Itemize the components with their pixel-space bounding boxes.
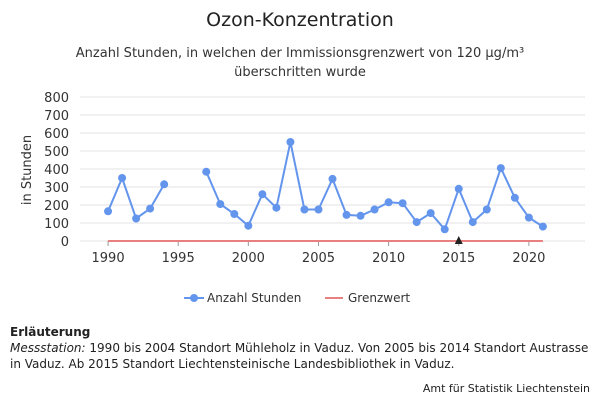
data-point <box>160 180 169 189</box>
chart-subtitle-line-1: Anzahl Stunden, in welchen der Immission… <box>76 46 524 61</box>
data-point <box>216 200 225 209</box>
data-point <box>342 210 351 219</box>
data-point <box>300 205 309 214</box>
data-point <box>356 211 365 220</box>
legend-item-grenzwert[interactable]: Grenzwert <box>325 291 410 305</box>
data-point <box>454 184 463 193</box>
y-axis-ticks: 0 100 200 300 400 500 600 700 800 <box>44 91 69 250</box>
x-axis-ticks: 1990 1995 2000 2005 2010 2015 2020 <box>92 241 545 266</box>
y-tick-label: 500 <box>44 145 69 160</box>
note-body: Messstation: 1990 bis 2004 Standort Mühl… <box>10 340 595 372</box>
data-point <box>426 209 435 218</box>
data-point <box>412 218 421 227</box>
data-point <box>244 221 253 230</box>
data-point <box>328 174 337 183</box>
chart-title: Ozon-Konzentration <box>206 9 394 31</box>
x-tick-label: 2000 <box>232 251 265 266</box>
data-point <box>132 214 141 223</box>
y-tick-label: 800 <box>44 91 69 106</box>
series-line-anzahl-stunden <box>205 141 544 231</box>
data-point <box>538 222 547 231</box>
legend-label-grenzwert: Grenzwert <box>348 291 410 305</box>
data-point <box>398 199 407 208</box>
ozone-chart: Ozon-Konzentration Anzahl Stunden, in we… <box>20 9 585 305</box>
y-axis-label: in Stunden <box>20 135 35 205</box>
x-tick-label: 2015 <box>442 251 475 266</box>
data-point <box>118 174 127 182</box>
legend-label-anzahl-stunden: Anzahl Stunden <box>207 291 301 305</box>
x-tick-label: 2005 <box>302 251 335 266</box>
y-tick-label: 200 <box>44 199 69 214</box>
data-point <box>440 225 449 234</box>
data-point <box>384 198 393 207</box>
data-point <box>272 203 281 212</box>
data-point <box>482 205 491 214</box>
data-point <box>146 204 155 213</box>
data-point <box>496 164 505 173</box>
y-tick-label: 600 <box>44 127 69 142</box>
data-point <box>202 167 211 176</box>
note-lead: Messstation: <box>10 341 86 355</box>
y-tick-label: 100 <box>44 217 69 232</box>
note-heading: Erläuterung <box>10 325 91 339</box>
data-point <box>286 138 295 146</box>
y-tick-label: 300 <box>44 181 69 196</box>
gridlines <box>80 96 585 242</box>
legend[interactable]: Anzahl Stunden Grenzwert <box>184 291 410 305</box>
data-point <box>370 205 379 214</box>
explanation-note: Erläuterung Messstation: 1990 bis 2004 S… <box>10 324 595 372</box>
legend-item-anzahl-stunden[interactable]: Anzahl Stunden <box>184 291 301 305</box>
data-point <box>258 190 267 199</box>
data-point <box>524 213 533 222</box>
data-point <box>230 210 239 218</box>
x-tick-label: 1990 <box>92 251 125 266</box>
series-line-anzahl-stunden <box>107 177 166 220</box>
note-text: 1990 bis 2004 Standort Mühleholz in Vadu… <box>10 341 589 371</box>
source-credit: Amt für Statistik Liechtenstein <box>422 382 590 395</box>
y-tick-label: 400 <box>44 163 69 178</box>
data-point <box>468 218 477 227</box>
x-tick-label: 2010 <box>372 251 405 266</box>
data-point <box>314 205 323 214</box>
station-change-marker <box>454 236 463 244</box>
y-tick-label: 700 <box>44 109 69 124</box>
chart-subtitle-line-2: überschritten wurde <box>234 65 366 80</box>
series-layer <box>104 138 547 244</box>
x-tick-label: 1995 <box>162 251 195 266</box>
data-point <box>510 193 519 202</box>
x-tick-label: 2020 <box>512 251 545 266</box>
data-point <box>104 207 113 216</box>
y-tick-label: 0 <box>61 235 69 250</box>
